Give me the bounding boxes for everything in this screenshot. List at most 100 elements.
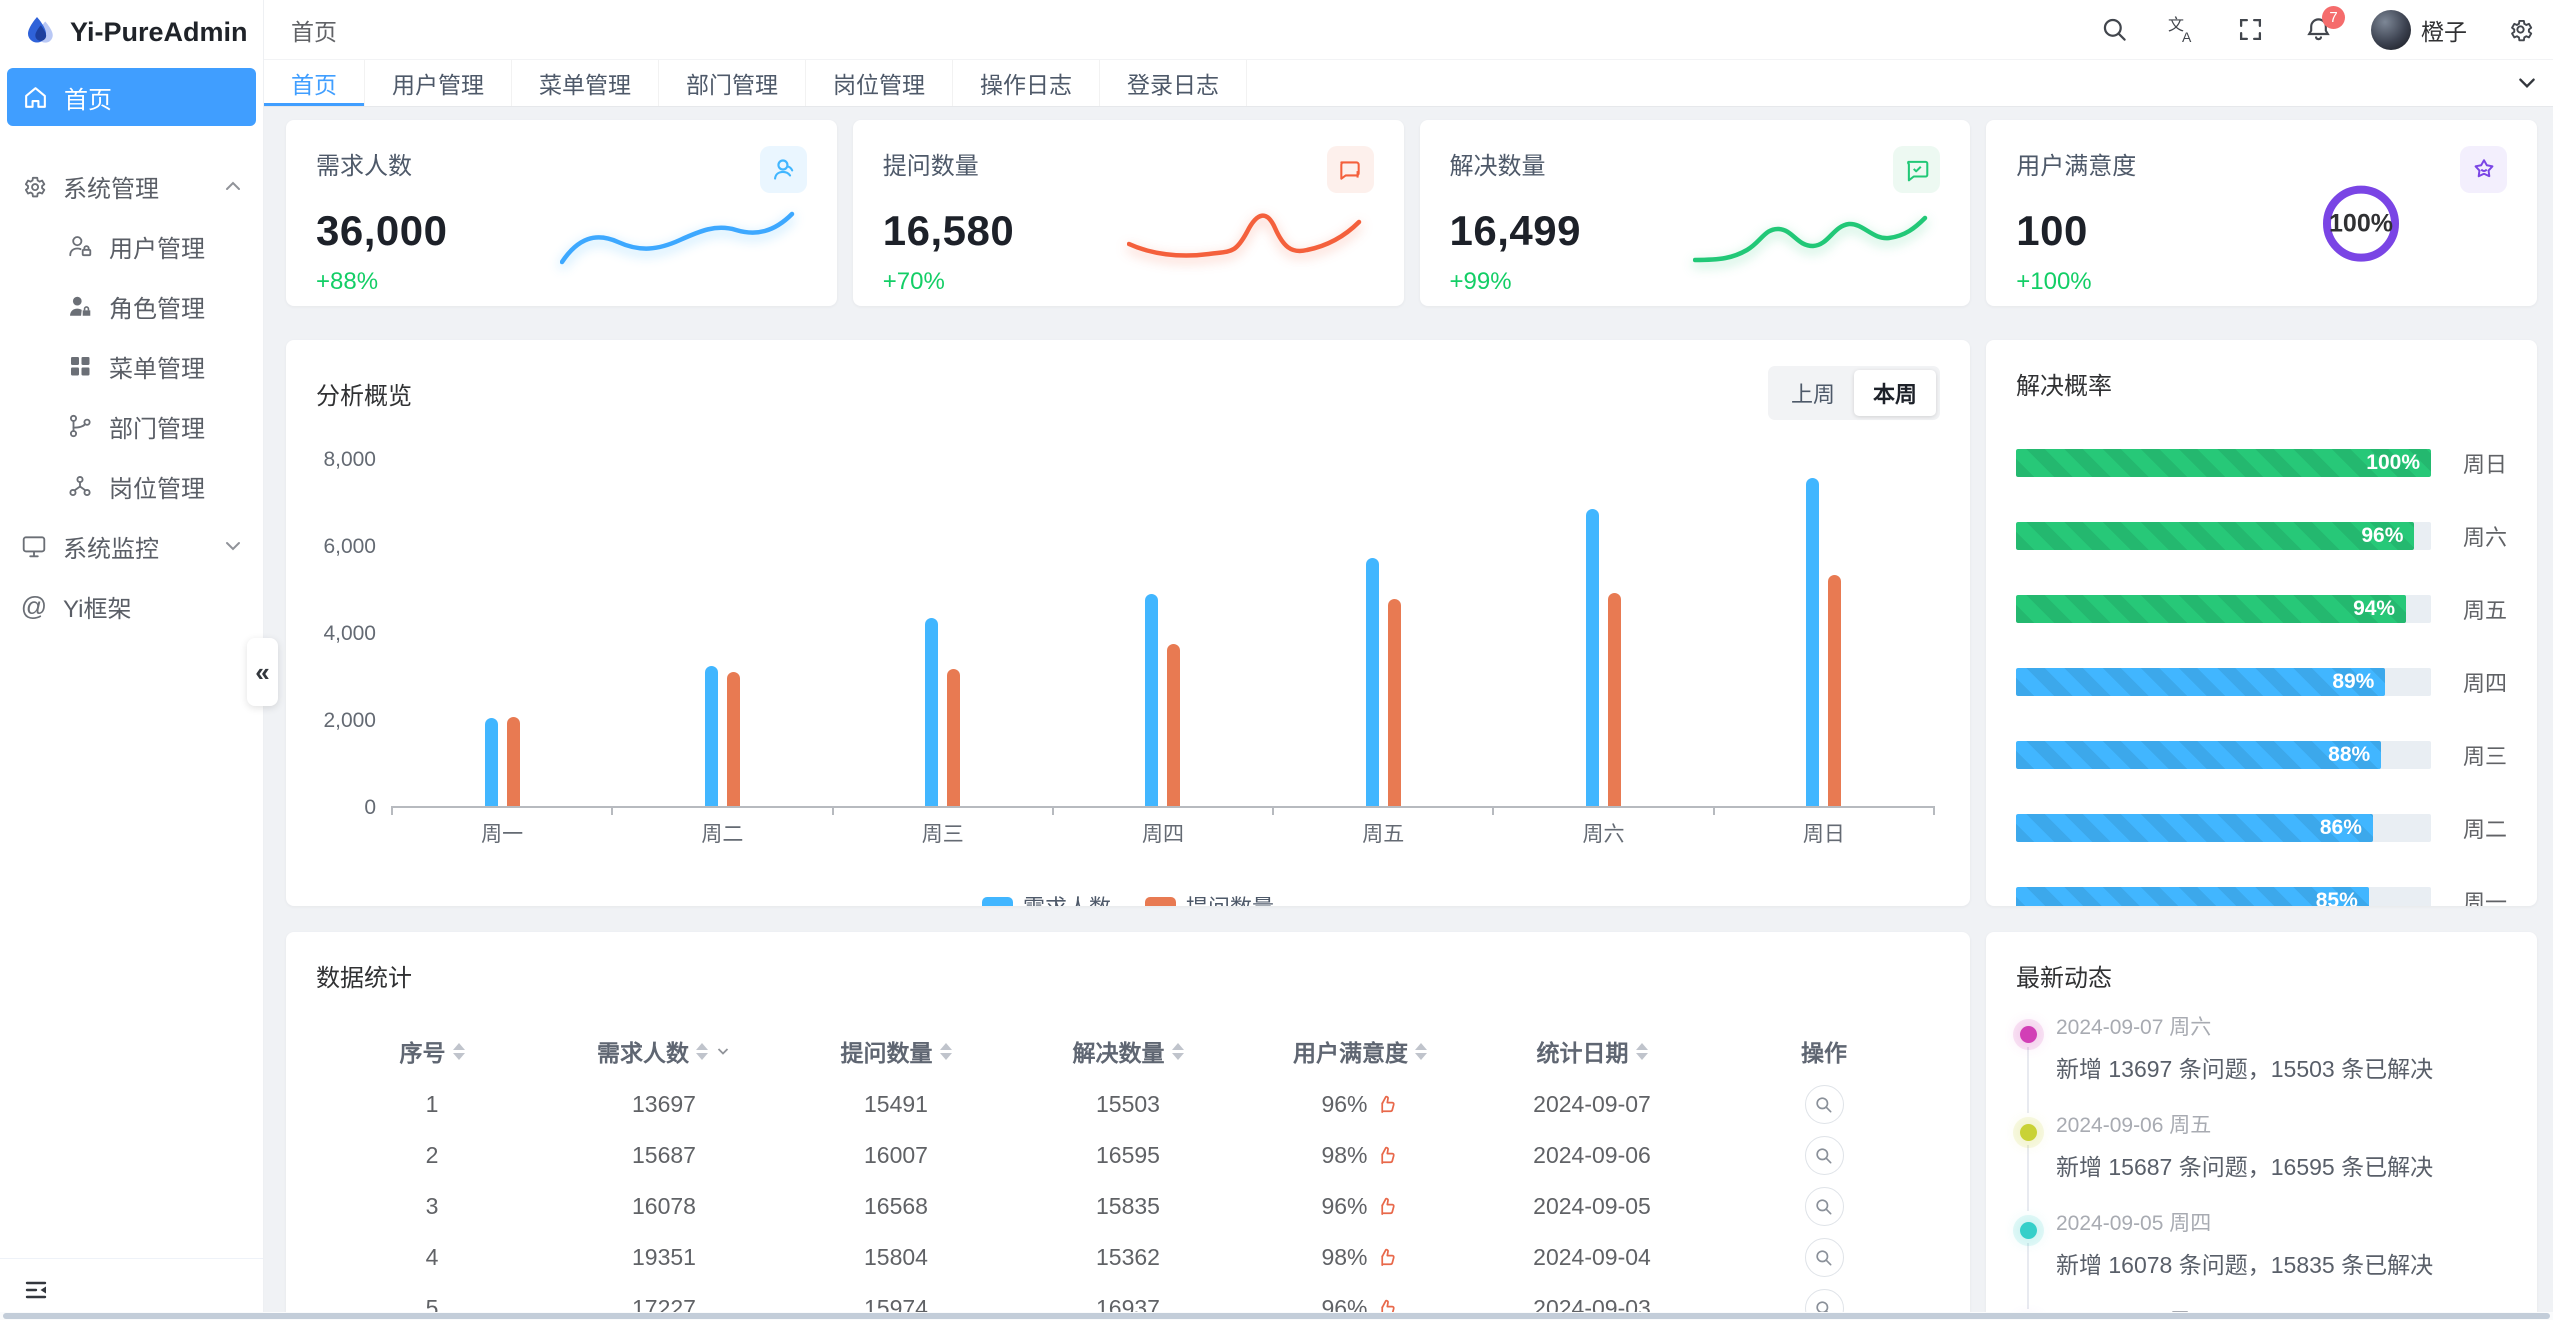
tab-登录日志[interactable]: 登录日志	[1100, 60, 1247, 106]
legend-item-questions[interactable]: 提问数量	[1145, 890, 1274, 906]
sidebar-item-user-mgmt[interactable]: 用户管理	[0, 216, 263, 276]
progress-fill: 89%	[2016, 668, 2386, 696]
progress-day-label: 周日	[2462, 452, 2507, 477]
chart-category-周日: 周日	[1714, 460, 1934, 846]
chart-category-周四: 周四	[1053, 460, 1273, 846]
sidebar-item-system-mgmt[interactable]: 系统管理	[0, 156, 263, 216]
cell-questions: 15804	[864, 1244, 928, 1270]
menu-fold-icon[interactable]	[22, 1276, 50, 1304]
view-row-button[interactable]	[1804, 1085, 1844, 1124]
tab-首页[interactable]: 首页	[264, 60, 365, 106]
legend-item-demand[interactable]: 需求人数	[981, 890, 1111, 906]
gear-icon[interactable]	[2505, 15, 2535, 45]
chevron-down-icon[interactable]	[2501, 60, 2553, 106]
col-solved[interactable]: 解决数量	[1012, 1023, 1244, 1079]
progress-track: 85%	[2016, 887, 2431, 906]
tab-菜单管理[interactable]: 菜单管理	[512, 60, 659, 106]
sort-icon[interactable]	[1171, 1042, 1184, 1060]
col-questions[interactable]: 提问数量	[780, 1023, 1012, 1079]
user-menu[interactable]: 橙子	[2371, 9, 2467, 50]
search-icon[interactable]	[2099, 15, 2129, 45]
page-content: 需求人数 36,000 +88% 提问数量	[264, 107, 2553, 1320]
bar-需求人数-周二	[704, 666, 718, 806]
sidebar-item-menu-mgmt[interactable]: 菜单管理	[0, 336, 263, 396]
timeline-dot	[2020, 1222, 2037, 1239]
toggle-last-week[interactable]: 上周	[1772, 370, 1854, 416]
svg-text:A: A	[2182, 29, 2192, 45]
stat-delta: +100%	[2016, 268, 2092, 295]
sort-icon[interactable]	[696, 1042, 708, 1060]
cell-questions: 15491	[864, 1091, 928, 1117]
tab-岗位管理[interactable]: 岗位管理	[806, 60, 953, 106]
bar-chart: 8,000 6,000 4,000 2,000 0 周一 周二 周三 周四 周五 周六 周日	[316, 448, 1940, 846]
scrollbar-thumb[interactable]	[3, 1313, 2550, 1319]
stat-delta: +88%	[316, 268, 379, 295]
sidebar-item-role-mgmt[interactable]: 角色管理	[0, 276, 263, 336]
app-title: Yi-PureAdmin	[70, 16, 248, 47]
toggle-this-week[interactable]: 本周	[1853, 370, 1936, 416]
solve-rate-row-周四: 89% 周四	[2016, 666, 2507, 698]
tab-操作日志[interactable]: 操作日志	[953, 60, 1100, 106]
progress-track: 89%	[2016, 668, 2431, 696]
sidebar-collapse-handle[interactable]: «	[247, 638, 278, 706]
tab-部门管理[interactable]: 部门管理	[659, 60, 806, 106]
chart-y-axis: 8,000 6,000 4,000 2,000 0	[316, 448, 392, 819]
table-row: 1 13697 15491 15503 96% 2024-09-07	[316, 1079, 1940, 1130]
horizontal-scrollbar[interactable]	[0, 1312, 2553, 1320]
view-row-button[interactable]	[1804, 1136, 1844, 1175]
timeline-text: 新增 16078 条问题，15835 条已解决	[2056, 1252, 2434, 1278]
bar-提问数量-周六	[1608, 593, 1622, 806]
sidebar-item-post-mgmt[interactable]: 岗位管理	[0, 456, 263, 516]
sidebar-item-home[interactable]: 首页	[7, 68, 256, 126]
sort-icon[interactable]	[452, 1042, 465, 1060]
chart-category-周六: 周六	[1493, 460, 1713, 846]
col-demand[interactable]: 需求人数	[548, 1023, 780, 1079]
progress-day-label: 周三	[2462, 744, 2507, 769]
bar-提问数量-周五	[1387, 599, 1401, 806]
sort-icon[interactable]	[1415, 1042, 1427, 1060]
col-index[interactable]: 序号	[316, 1023, 548, 1079]
fullscreen-icon[interactable]	[2235, 15, 2265, 45]
cell-demand: 13697	[632, 1091, 696, 1117]
bar-需求人数-周四	[1145, 594, 1159, 806]
sidebar: Yi-PureAdmin 首页 系统管理	[0, 0, 264, 1320]
cell-index: 3	[425, 1193, 439, 1219]
bar-提问数量-周一	[506, 717, 520, 806]
sidebar-item-yi-framework[interactable]: @ Yi框架	[0, 576, 263, 636]
at-icon: @	[20, 590, 48, 621]
legend-label: 需求人数	[1023, 890, 1111, 906]
logo[interactable]: Yi-PureAdmin	[0, 0, 263, 64]
col-date[interactable]: 统计日期	[1476, 1023, 1708, 1079]
tab-用户管理[interactable]: 用户管理	[365, 60, 512, 106]
sidebar-item-dept-mgmt[interactable]: 部门管理	[0, 396, 263, 456]
y-tick-label: 2,000	[323, 709, 376, 732]
progress-fill: 88%	[2016, 741, 2382, 769]
bell-icon[interactable]: 7	[2303, 5, 2345, 45]
magnifier-icon	[1816, 1198, 1832, 1214]
stats-row: 需求人数 36,000 +88% 提问数量	[286, 120, 2537, 306]
timeline-item: 2024-09-05 周四 新增 16078 条问题，15835 条已解决	[2016, 1207, 2507, 1309]
progress-fill: 86%	[2016, 814, 2373, 842]
sidebar-item-label: 岗位管理	[109, 475, 205, 503]
col-satisfaction[interactable]: 用户满意度	[1244, 1023, 1476, 1079]
bar-提问数量-周二	[726, 672, 740, 806]
stat-value: 16,580	[882, 207, 1015, 254]
chat-icon	[1326, 146, 1374, 193]
progress-fill: 85%	[2016, 887, 2369, 906]
sidebar-item-system-monitor[interactable]: 系统监控	[0, 516, 263, 576]
monitor-icon	[20, 532, 48, 560]
panel-title: 分析概览	[316, 382, 412, 410]
solve-rate-row-周日: 100% 周日	[2016, 447, 2507, 479]
stat-card-solved: 解决数量 16,499 +99%	[1419, 120, 1971, 306]
data-statistics-card: 数据统计 序号 需求人数 提问数量 解决数量 用户满意度 统计日期 操作	[286, 932, 1970, 1320]
statistics-table: 序号 需求人数 提问数量 解决数量 用户满意度 统计日期 操作 1 13697 15…	[316, 1023, 1940, 1320]
cell-actions	[1708, 1232, 1940, 1283]
view-row-button[interactable]	[1804, 1187, 1844, 1226]
sort-icon[interactable]	[939, 1042, 952, 1060]
sort-icon[interactable]	[1635, 1042, 1648, 1060]
sidebar-item-label: 首页	[64, 86, 112, 114]
view-row-button[interactable]	[1804, 1238, 1844, 1277]
thumbs-up-icon	[1380, 1146, 1395, 1165]
